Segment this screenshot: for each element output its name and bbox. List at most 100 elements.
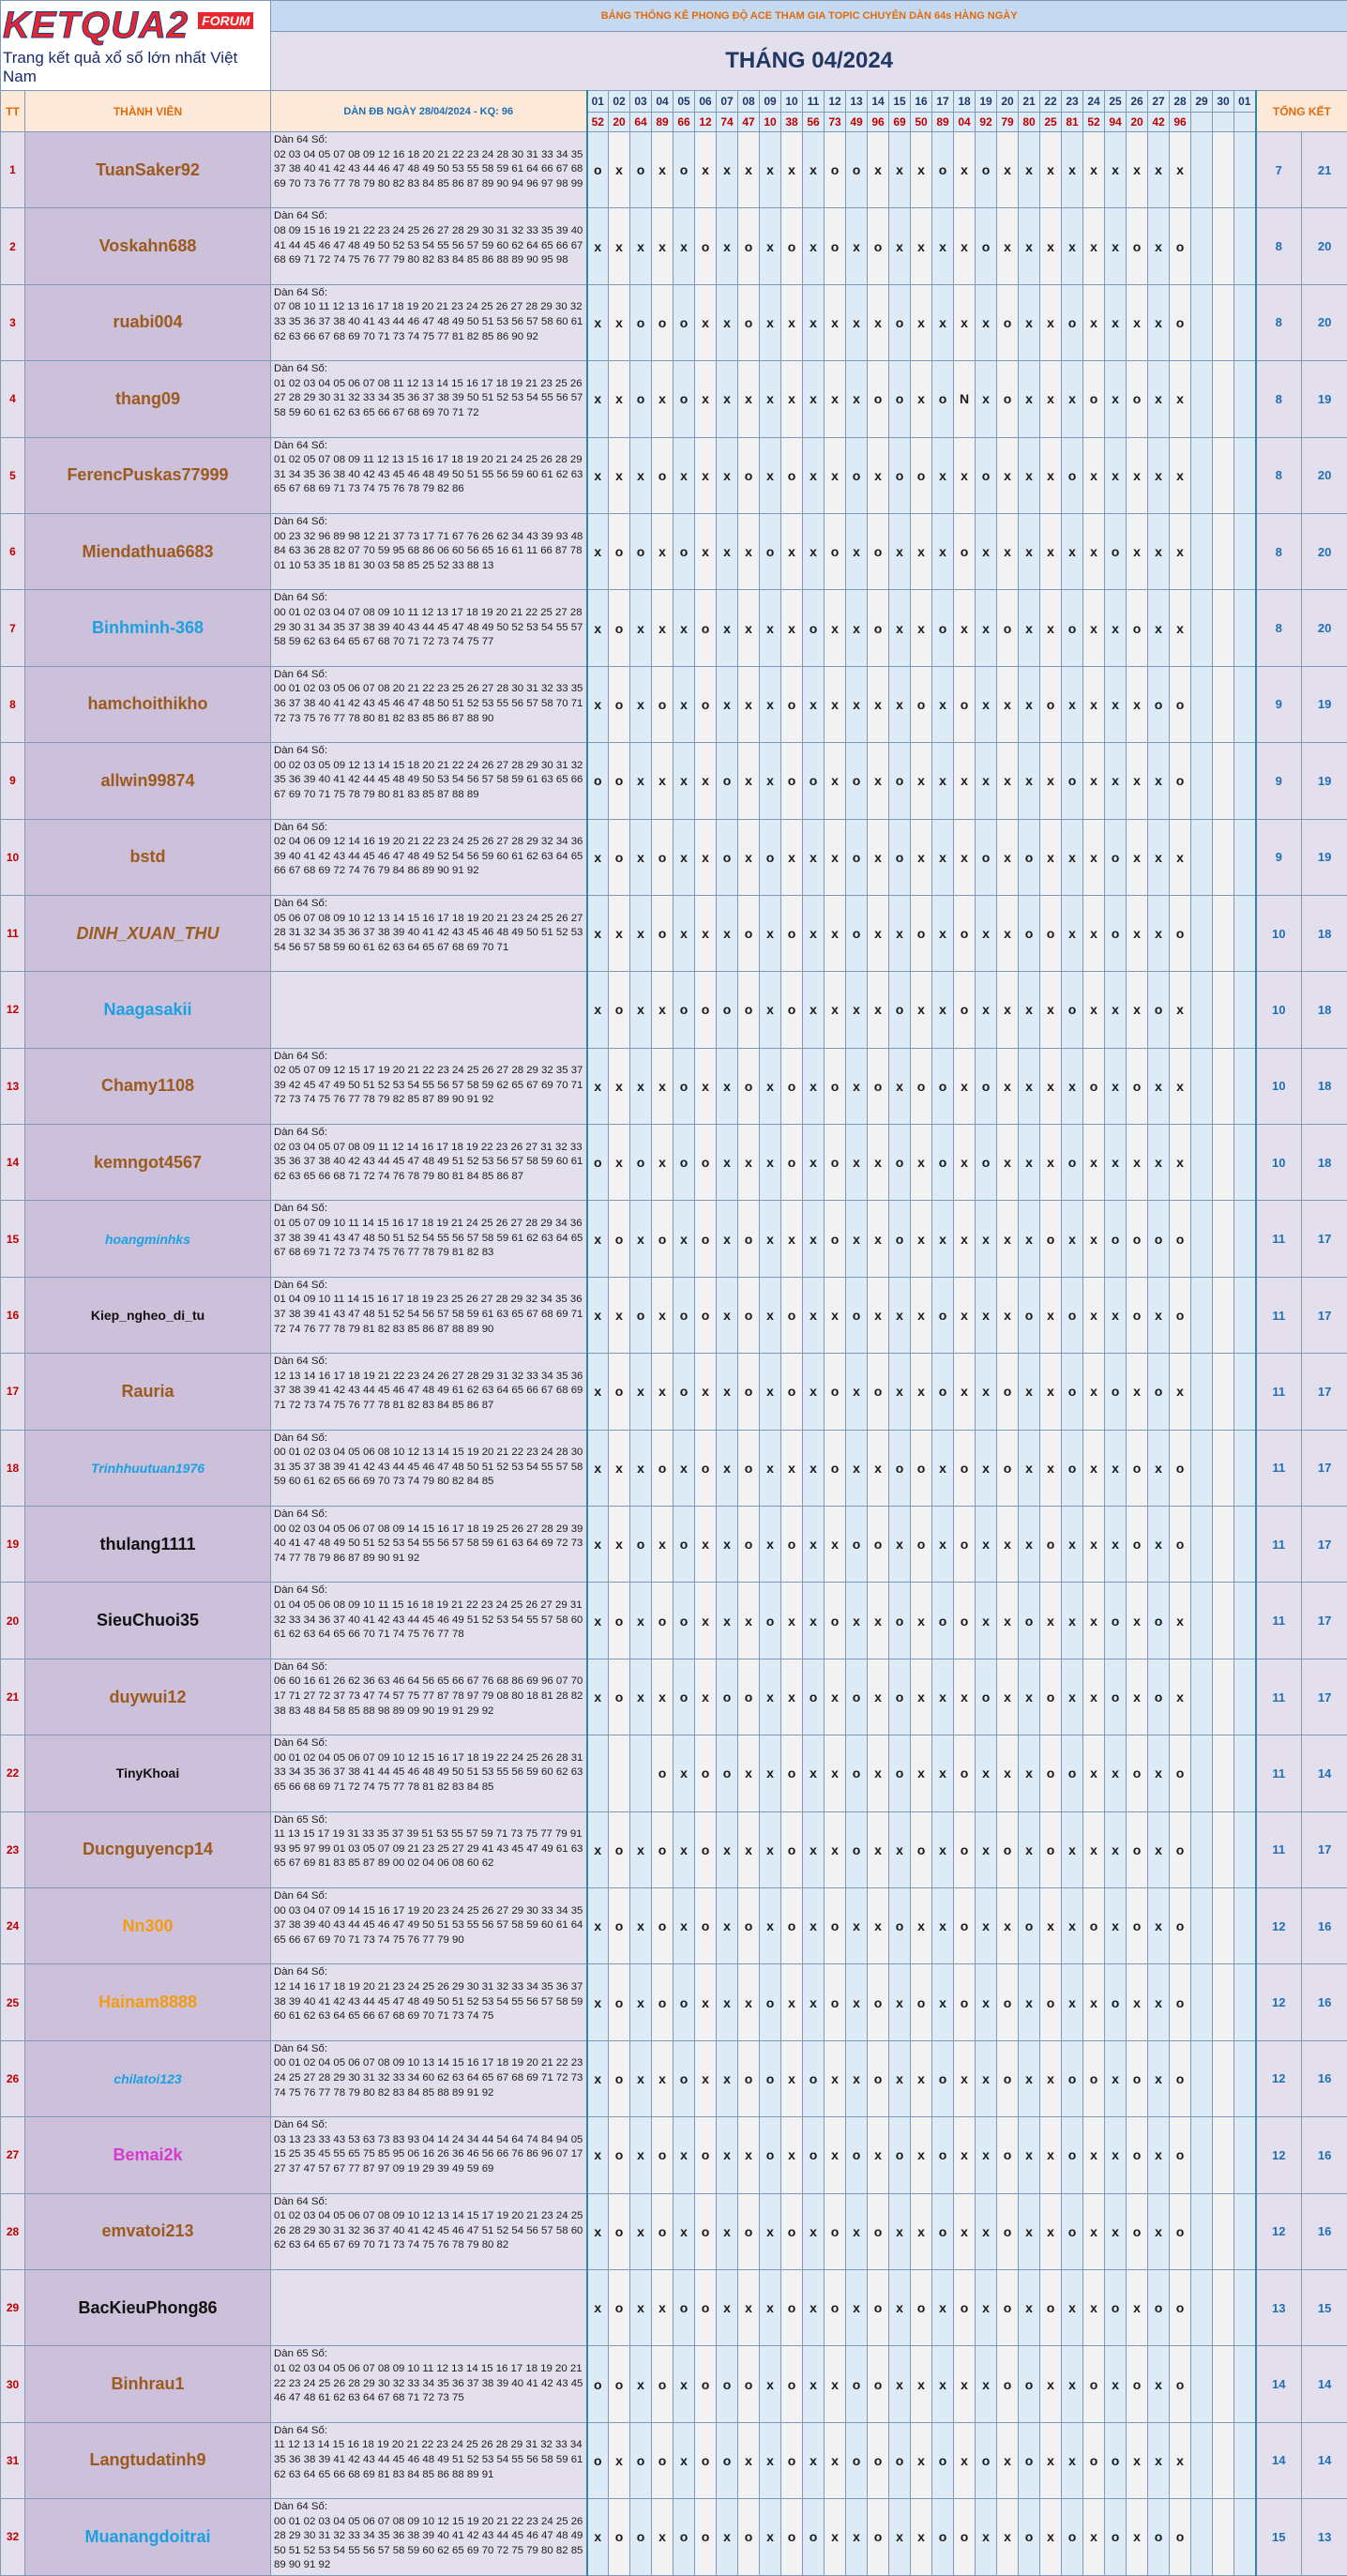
day-mark: o [1127,1811,1148,1887]
day-mark: x [954,1048,976,1124]
day-mark: x [587,1887,609,1963]
day-mark: x [1040,437,1062,513]
day-mark: x [803,513,825,589]
day-mark: x [695,2040,717,2116]
dan-content: Dàn 64 Số:05 06 07 08 09 10 12 13 14 15 … [274,897,583,970]
day-mark: x [1170,1583,1191,1659]
total-x: 14 [1302,1735,1347,1811]
dan-cell: Dàn 64 Số:12 14 16 17 18 19 20 21 23 24 … [271,1964,587,2040]
day-mark [1234,2040,1256,2116]
day-mark: x [825,361,846,437]
dan-label: Dàn 64 Số: [274,669,327,680]
day-mark: x [976,1811,997,1887]
day-mark: x [889,1048,911,1124]
day-mark [1234,1583,1256,1659]
day-mark: x [868,1735,889,1811]
day-result [1191,113,1213,132]
day-mark: x [1040,1430,1062,1506]
day-mark [1191,1277,1213,1353]
dan-cell: Dàn 64 Số:07 08 10 11 12 13 16 17 18 19 … [271,284,587,360]
day-mark: x [1083,819,1105,895]
day-mark: x [630,208,652,284]
day-mark: x [825,2117,846,2193]
day-mark [1234,132,1256,208]
day-mark: x [976,743,997,819]
day-mark: x [1083,1659,1105,1735]
day-number: 23 [1062,91,1083,113]
day-mark: o [738,895,760,971]
day-mark: x [803,1583,825,1659]
day-mark: x [630,666,652,742]
day-mark: x [932,819,954,895]
total-o: 11 [1256,1811,1302,1887]
member-name: Miendathua6683 [25,513,271,589]
day-mark: x [630,1811,652,1887]
day-mark: x [868,972,889,1048]
day-mark: x [1019,590,1040,666]
day-mark: x [889,2346,911,2422]
total-x: 17 [1302,1507,1347,1583]
dan-content: Dàn 64 Số:03 13 23 33 43 53 63 73 83 93 … [274,2118,583,2191]
day-mark: x [825,284,846,360]
day-mark: x [1148,361,1170,437]
dan-numbers: 02 04 06 09 12 14 16 19 20 21 22 23 24 2… [274,836,583,876]
day-number: 05 [674,91,695,113]
day-mark: o [1105,1659,1127,1735]
dan-numbers: 00 02 03 04 05 06 07 08 09 14 15 16 17 1… [274,1523,583,1564]
total-o: 8 [1256,284,1302,360]
day-mark: x [1148,2193,1170,2269]
day-mark: o [630,513,652,589]
day-mark: x [1040,1277,1062,1353]
day-mark: x [1105,2346,1127,2422]
day-mark: x [630,1354,652,1430]
member-name: Ducnguyencp14 [25,1811,271,1887]
day-mark: x [911,2422,932,2498]
day-mark [1213,2040,1234,2116]
day-mark: x [717,590,738,666]
day-mark: o [1040,1201,1062,1277]
day-mark: x [1148,743,1170,819]
day-mark: o [695,1735,717,1811]
total-o: 12 [1256,2117,1302,2193]
day-mark: x [1040,819,1062,895]
day-mark: x [1170,1125,1191,1201]
day-mark [1191,2422,1213,2498]
day-mark [1191,2117,1213,2193]
day-mark: x [932,513,954,589]
day-mark: x [997,819,1019,895]
day-mark: o [889,361,911,437]
total-x: 20 [1302,437,1347,513]
member-name: Voskahn688 [25,208,271,284]
dan-numbers: 00 01 02 03 05 06 07 08 20 21 22 23 25 2… [274,683,583,723]
day-mark: x [1083,1125,1105,1201]
day-mark: o [997,1811,1019,1887]
day-mark: x [803,1430,825,1506]
dan-cell: Dàn 64 Số:11 12 13 14 15 16 18 19 20 21 … [271,2422,587,2498]
day-mark: o [695,2499,717,2575]
day-mark: x [630,2117,652,2193]
total-o: 11 [1256,1659,1302,1735]
row-number: 16 [1,1277,25,1353]
day-mark: o [1170,1964,1191,2040]
day-mark: x [803,1125,825,1201]
day-mark: o [976,1125,997,1201]
day-mark: x [652,1507,674,1583]
day-mark: o [911,1964,932,2040]
dan-numbers: 01 04 09 10 11 14 15 16 17 18 19 23 25 2… [274,1294,583,1334]
day-mark: o [1127,2193,1148,2269]
day-mark: x [1019,2193,1040,2269]
day-mark: o [738,1507,760,1583]
day-mark: o [1170,666,1191,742]
dan-numbers: 12 13 14 16 17 18 19 21 22 23 24 26 27 2… [274,1371,583,1411]
day-mark: x [717,1277,738,1353]
day-mark: x [1127,2269,1148,2345]
total-o: 10 [1256,895,1302,971]
dan-cell: Dàn 64 Số:01 02 03 04 05 06 07 08 09 10 … [271,2193,587,2269]
day-mark: o [1170,1811,1191,1887]
day-number: 15 [889,91,911,113]
day-mark: x [932,2346,954,2422]
member-name: emvatoi213 [25,2193,271,2269]
day-mark: x [587,1964,609,2040]
total-x: 16 [1302,2040,1347,2116]
